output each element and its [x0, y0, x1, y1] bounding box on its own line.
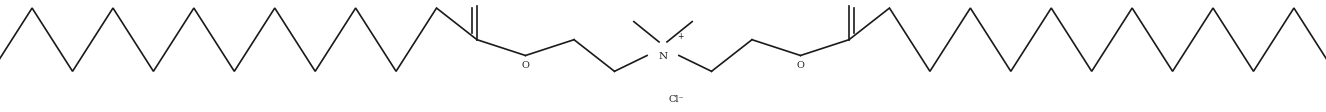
Text: O: O — [473, 0, 481, 1]
Text: O: O — [845, 0, 853, 1]
Text: +: + — [678, 31, 683, 40]
Text: N: N — [659, 52, 667, 60]
Text: O: O — [797, 60, 805, 69]
Text: Cl⁻: Cl⁻ — [668, 94, 684, 103]
Text: O: O — [521, 60, 529, 69]
